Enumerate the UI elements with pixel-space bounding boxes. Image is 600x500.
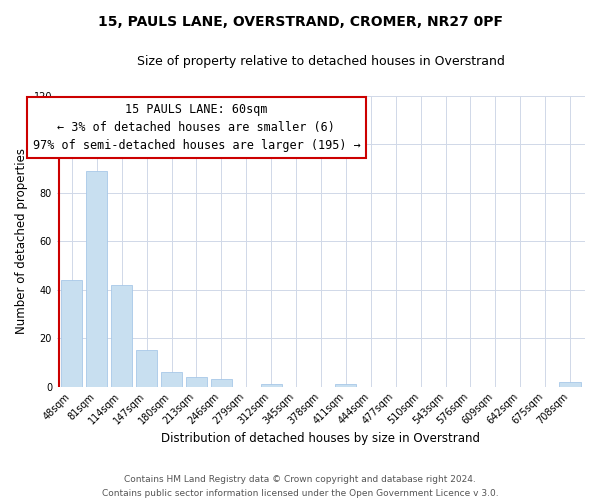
- Bar: [61, 280, 82, 386]
- Y-axis label: Number of detached properties: Number of detached properties: [15, 148, 28, 334]
- Bar: [136, 350, 157, 386]
- Bar: [186, 377, 207, 386]
- Bar: [211, 380, 232, 386]
- Text: 15, PAULS LANE, OVERSTRAND, CROMER, NR27 0PF: 15, PAULS LANE, OVERSTRAND, CROMER, NR27…: [97, 15, 503, 29]
- Text: 15 PAULS LANE: 60sqm
← 3% of detached houses are smaller (6)
97% of semi-detache: 15 PAULS LANE: 60sqm ← 3% of detached ho…: [32, 103, 360, 152]
- X-axis label: Distribution of detached houses by size in Overstrand: Distribution of detached houses by size …: [161, 432, 481, 445]
- Bar: [260, 384, 282, 386]
- Title: Size of property relative to detached houses in Overstrand: Size of property relative to detached ho…: [137, 55, 505, 68]
- Bar: [111, 285, 132, 386]
- Bar: [559, 382, 581, 386]
- Text: Contains HM Land Registry data © Crown copyright and database right 2024.
Contai: Contains HM Land Registry data © Crown c…: [101, 476, 499, 498]
- Bar: [335, 384, 356, 386]
- Bar: [86, 171, 107, 386]
- Bar: [161, 372, 182, 386]
